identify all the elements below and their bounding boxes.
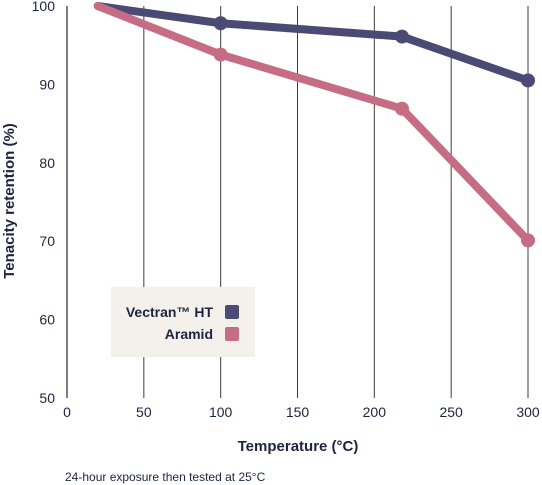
- legend-swatch-aramid: [225, 327, 239, 341]
- legend-box: [111, 287, 255, 357]
- x-tick-labels: 0 50 100 150 200 250 300: [63, 404, 540, 420]
- data-point-vectran-ht-3: [521, 73, 535, 88]
- y-tick-label-60: 60: [39, 312, 55, 328]
- x-tick-label-0: 0: [63, 404, 71, 420]
- x-axis-title: Temperature (°C): [238, 438, 359, 455]
- y-tick-label-50: 50: [39, 390, 55, 406]
- data-point-aramid-3: [521, 233, 535, 248]
- data-point-aramid-1: [213, 47, 228, 62]
- x-tick-label-150: 150: [286, 404, 310, 420]
- grid-lines: [66, 6, 529, 398]
- x-tick-label-300: 300: [516, 404, 540, 420]
- x-tick-label-50: 50: [136, 404, 152, 420]
- legend-label-vectran: Vectran™ HT: [126, 304, 214, 320]
- y-tick-label-70: 70: [39, 233, 55, 249]
- x-tick-label-100: 100: [209, 404, 233, 420]
- footnote: 24-hour exposure then tested at 25°C: [65, 470, 266, 484]
- y-tick-label-90: 90: [39, 76, 55, 92]
- data-point-vectran-ht-1: [213, 16, 228, 31]
- data-point-vectran-ht-2: [394, 29, 409, 44]
- y-tick-labels: 50 60 70 80 90 100: [32, 0, 56, 406]
- x-tick-label-200: 200: [363, 404, 387, 420]
- y-tick-label-80: 80: [39, 155, 55, 171]
- series-line-aramid: [93, 2, 532, 245]
- y-tick-label-100: 100: [32, 0, 56, 14]
- legend: Vectran™ HT Aramid: [111, 287, 255, 357]
- x-tick-label-250: 250: [439, 404, 463, 420]
- series-lines: [93, 2, 535, 248]
- series-line-vectran-ht: [93, 2, 532, 85]
- legend-swatch-vectran: [225, 305, 239, 319]
- data-point-aramid-2: [394, 101, 409, 116]
- legend-label-aramid: Aramid: [165, 326, 213, 342]
- y-axis-title: Tenacity retention (%): [1, 123, 18, 279]
